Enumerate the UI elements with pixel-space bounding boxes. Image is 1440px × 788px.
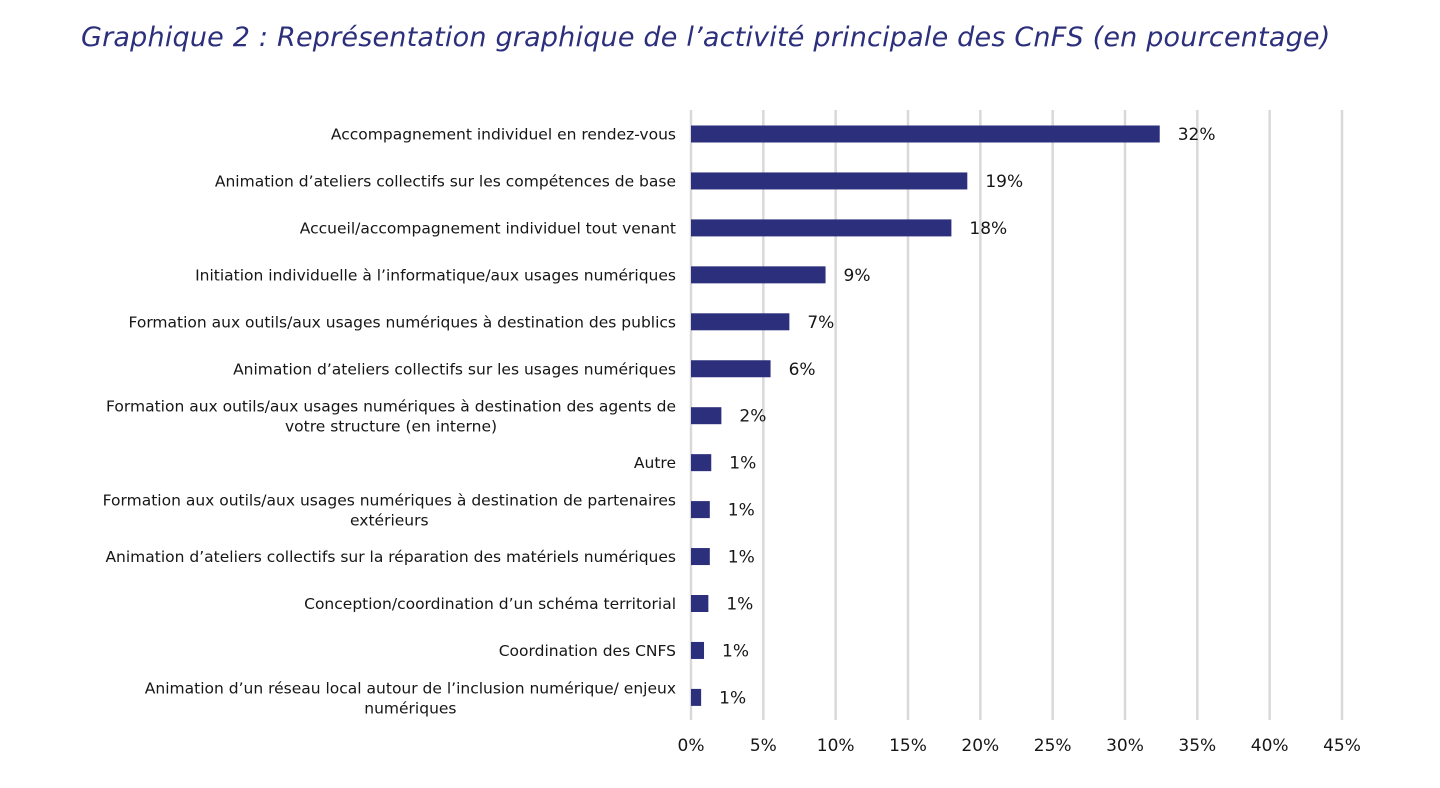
data-labels: 32% 19% 18% 9% 7% 6% 2% 1% 1% 1% 1% 1% 1% [719,125,1215,708]
x-axis-ticks: 0% 5% 10% 15% 20% 25% 30% 35% 40% 45% [678,736,1361,756]
data-label: 32% [1178,125,1216,145]
x-tick-label: 5% [750,736,777,756]
category-label: Accompagnement individuel en rendez-vous [331,126,676,144]
category-label: Animation d’ateliers collectifs sur la r… [105,548,676,566]
bar [691,219,952,237]
data-label: 1% [726,595,753,615]
bar [691,172,968,190]
category-label: Animation d’ateliers collectifs sur les … [233,360,676,378]
bar [691,548,710,566]
category-label: Coordination des CNFS [499,642,676,660]
x-tick-label: 30% [1106,736,1144,756]
bar [691,595,709,612]
data-label: 18% [969,219,1007,239]
x-tick-label: 40% [1251,736,1289,756]
data-label: 1% [722,641,749,661]
chart-title: Graphique 2 : Représentation graphique d… [81,22,1331,53]
bar [691,501,710,519]
bar [691,313,790,331]
category-label: Initiation individuelle à l’informatique… [195,266,676,284]
bar [691,641,705,659]
data-label: 6% [789,360,816,380]
data-label: 1% [728,501,755,521]
x-tick-label: 20% [961,736,999,756]
category-label-line2: votre structure (en interne) [285,418,497,436]
category-label: Formation aux outils/aux usages numériqu… [128,313,676,331]
bars [691,125,1160,706]
category-labels: Accompagnement individuel en rendez-vous… [103,126,676,718]
category-label-line2: numériques [364,699,456,717]
category-label: Animation d’un réseau local autour de l’… [145,679,676,697]
category-label: Autre [634,454,676,472]
bar [691,454,712,472]
data-label: 2% [739,407,766,427]
category-label: Animation d’ateliers collectifs sur les … [215,172,676,190]
x-tick-label: 35% [1178,736,1216,756]
category-label-line2: extérieurs [350,512,429,530]
data-label: 19% [985,172,1023,192]
bar [691,407,722,425]
bar [691,266,826,284]
grid-lines [689,110,1344,720]
data-label: 1% [729,454,756,474]
data-label: 1% [728,548,755,568]
data-label: 9% [844,266,871,286]
x-tick-label: 10% [817,736,855,756]
category-label: Accueil/accompagnement individuel tout v… [300,219,676,237]
x-tick-label: 15% [889,736,927,756]
x-tick-label: 25% [1034,736,1072,756]
category-label: Conception/coordination d’un schéma terr… [304,595,676,613]
category-label: Formation aux outils/aux usages numériqu… [103,492,676,510]
data-label: 7% [807,313,834,333]
bar [691,688,702,706]
x-tick-label: 45% [1323,736,1361,756]
bar [691,125,1160,143]
bar [691,360,771,378]
category-label: Formation aux outils/aux usages numériqu… [106,398,676,416]
data-label: 1% [719,688,746,708]
x-tick-label: 0% [678,736,705,756]
